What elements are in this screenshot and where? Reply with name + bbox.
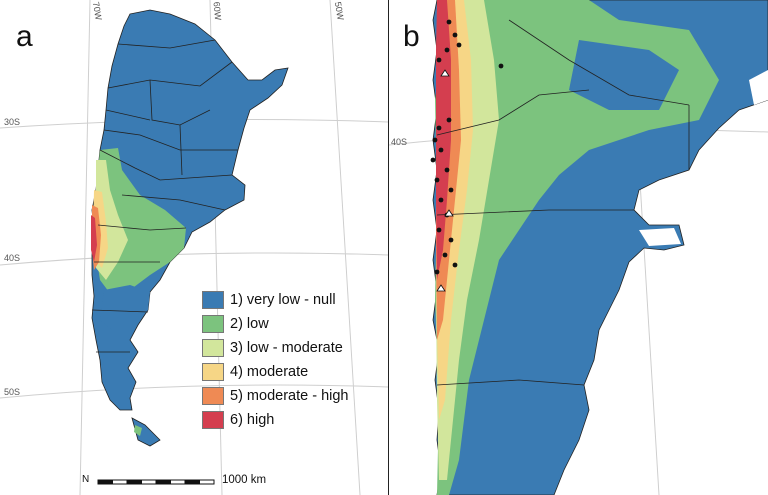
argentina-silhouette-a <box>91 9 289 447</box>
panel-divider <box>388 0 389 495</box>
graticule-label-30s: 30S <box>4 117 21 127</box>
panel-letter-a: a <box>16 20 33 53</box>
legend-label: 3) low - moderate <box>230 340 343 356</box>
legend-label: 1) very low - null <box>230 292 336 308</box>
graticule-label-40s: 40S <box>4 253 21 263</box>
legend-item-2: 2) low <box>202 312 348 336</box>
scale-label: 1000 km <box>222 474 267 486</box>
map-panel-a: a 70W 60W 50W 30S 40S 50S 1) very low - … <box>0 0 388 495</box>
north-arrow: N <box>82 474 90 485</box>
legend-swatch-high <box>202 411 224 429</box>
legend-item-6: 6) high <box>202 408 348 432</box>
legend-swatch-moderate <box>202 363 224 381</box>
graticule-label-40s-b: 40S <box>391 137 408 147</box>
legend-swatch-very-low <box>202 291 224 309</box>
legend-label: 5) moderate - high <box>230 388 349 404</box>
graticule-label-50s: 50S <box>4 387 21 397</box>
risk-legend: 1) very low - null 2) low 3) low - moder… <box>202 288 348 432</box>
legend-label: 2) low <box>230 316 269 332</box>
legend-item-5: 5) moderate - high <box>202 384 348 408</box>
observation-triangles <box>436 69 454 292</box>
legend-swatch-low <box>202 315 224 333</box>
legend-item-4: 4) moderate <box>202 360 348 384</box>
legend-swatch-moderate-high <box>202 387 224 405</box>
map-panel-b: b 40S <box>389 0 768 495</box>
legend-label: 4) moderate <box>230 364 309 380</box>
legend-swatch-low-moderate <box>202 339 224 357</box>
province-borders-b <box>436 19 690 386</box>
legend-item-3: 3) low - moderate <box>202 336 348 360</box>
argentina-map-a <box>0 0 388 495</box>
legend-label: 6) high <box>230 412 275 428</box>
patagonia-map-b <box>389 0 768 495</box>
graticule-label-60w: 60W <box>211 1 224 21</box>
panel-letter-b: b <box>403 20 420 53</box>
legend-item-1: 1) very low - null <box>202 288 348 312</box>
